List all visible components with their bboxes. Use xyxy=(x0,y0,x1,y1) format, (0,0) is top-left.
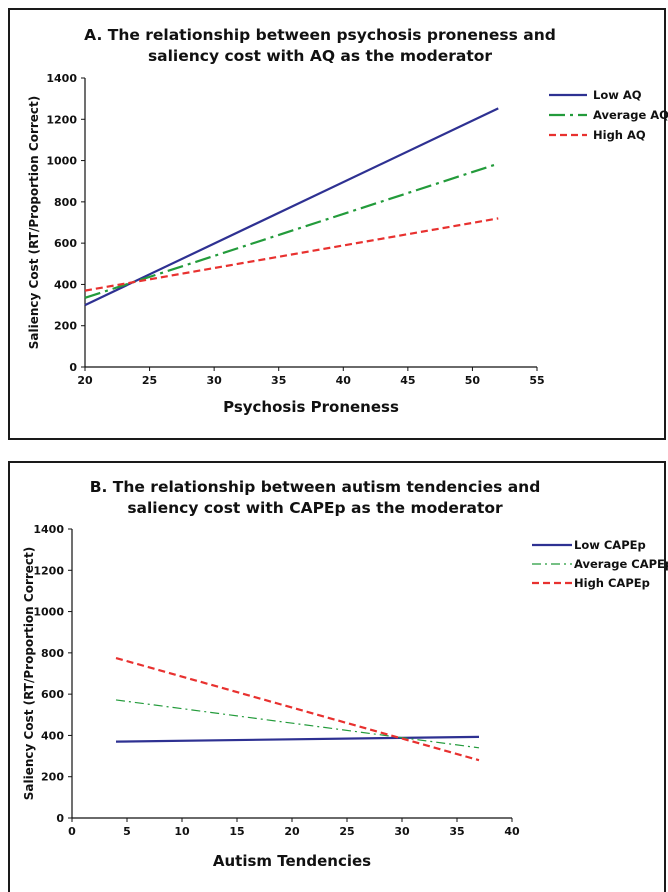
series-line-b-low-capep xyxy=(115,735,480,743)
x-tick-label-b-20: 20 xyxy=(284,825,300,838)
chart-panel-a xyxy=(8,8,666,440)
legend-label-a-high-aq: High AQ xyxy=(593,128,646,142)
x-tick-label-b-25: 25 xyxy=(339,825,354,838)
y-tick-label-b-200: 200 xyxy=(41,771,64,784)
x-tick-label-b-10: 10 xyxy=(174,825,190,838)
x-tick-label-b-15: 15 xyxy=(229,825,244,838)
legend-label-a-average-aq: Average AQ xyxy=(593,108,668,122)
x-axis-label-b: Autism Tendencies xyxy=(213,852,371,870)
x-tick-label-a-40: 40 xyxy=(336,374,352,387)
chart-title-b-line-2: saliency cost with CAPEp as the moderato… xyxy=(127,499,503,517)
y-tick-label-a-1200: 1200 xyxy=(46,113,77,126)
chart-title-a-line-2: saliency cost with AQ as the moderator xyxy=(148,47,492,65)
y-tick-label-a-1000: 1000 xyxy=(46,155,77,168)
x-tick-label-b-0: 0 xyxy=(68,825,76,838)
y-tick-label-a-200: 200 xyxy=(54,320,77,333)
series-line-b-average-capep xyxy=(115,699,480,749)
x-tick-label-a-35: 35 xyxy=(271,374,286,387)
x-tick-label-a-25: 25 xyxy=(142,374,157,387)
y-tick-label-b-600: 600 xyxy=(41,688,64,701)
y-axis-label-a: Saliency Cost (RT/Proportion Correct) xyxy=(27,96,41,350)
series-line-a-low-aq xyxy=(84,107,499,307)
series-line-b-high-capep xyxy=(115,656,480,762)
x-tick-label-a-50: 50 xyxy=(465,374,481,387)
y-axis-label-b: Saliency Cost (RT/Proportion Correct) xyxy=(22,547,36,801)
x-tick-label-b-5: 5 xyxy=(123,825,131,838)
x-tick-label-a-30: 30 xyxy=(206,374,222,387)
chart-title-a-line-1: A. The relationship between psychosis pr… xyxy=(84,26,556,44)
y-tick-label-a-800: 800 xyxy=(54,196,77,209)
y-tick-label-a-400: 400 xyxy=(54,278,77,291)
legend-label-a-low-aq: Low AQ xyxy=(593,88,642,102)
chart-panel-b xyxy=(8,461,666,892)
legend-label-b-high-capep: High CAPEp xyxy=(574,576,650,590)
y-tick-label-b-400: 400 xyxy=(41,729,64,742)
y-tick-label-b-1000: 1000 xyxy=(33,606,64,619)
legend-label-b-average-capep: Average CAPEp xyxy=(574,557,668,571)
series-line-a-average-aq xyxy=(84,162,499,299)
series-line-a-high-aq xyxy=(84,217,499,292)
chart-title-b-line-1: B. The relationship between autism tende… xyxy=(90,478,541,496)
y-tick-label-b-800: 800 xyxy=(41,647,64,660)
x-tick-label-a-55: 55 xyxy=(529,374,544,387)
y-tick-label-a-600: 600 xyxy=(54,237,77,250)
legend-label-b-low-capep: Low CAPEp xyxy=(574,538,646,552)
x-tick-label-b-35: 35 xyxy=(449,825,464,838)
x-tick-label-a-20: 20 xyxy=(77,374,93,387)
y-tick-label-a-0: 0 xyxy=(69,361,77,374)
y-tick-label-a-1400: 1400 xyxy=(46,72,77,85)
x-tick-label-b-40: 40 xyxy=(504,825,520,838)
y-tick-label-b-1400: 1400 xyxy=(33,523,64,536)
y-tick-label-b-0: 0 xyxy=(56,812,64,825)
y-tick-label-b-1200: 1200 xyxy=(33,564,64,577)
x-tick-label-a-45: 45 xyxy=(400,374,415,387)
x-axis-label-a: Psychosis Proneness xyxy=(223,398,399,416)
x-tick-label-b-30: 30 xyxy=(394,825,410,838)
